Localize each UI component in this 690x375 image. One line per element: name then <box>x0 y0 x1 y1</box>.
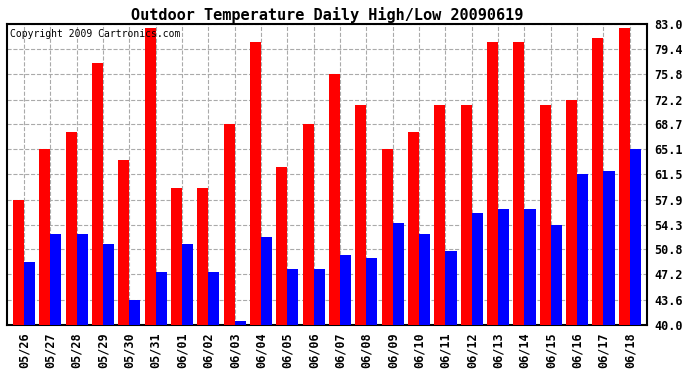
Title: Outdoor Temperature Daily High/Low 20090619: Outdoor Temperature Daily High/Low 20090… <box>130 7 523 23</box>
Bar <box>197 188 208 325</box>
Bar <box>593 38 604 325</box>
Bar <box>119 160 130 325</box>
Bar <box>303 124 314 325</box>
Bar <box>13 200 24 325</box>
Bar <box>393 224 404 325</box>
Text: Copyright 2009 Cartronics.com: Copyright 2009 Cartronics.com <box>10 28 181 39</box>
Bar <box>513 42 524 325</box>
Bar <box>630 149 641 325</box>
Bar <box>24 262 35 325</box>
Bar <box>39 149 50 325</box>
Bar <box>208 272 219 325</box>
Bar <box>408 132 419 325</box>
Bar <box>314 269 325 325</box>
Bar <box>604 171 615 325</box>
Bar <box>130 300 141 325</box>
Bar <box>540 105 551 325</box>
Bar <box>498 209 509 325</box>
Bar <box>50 234 61 325</box>
Bar <box>382 149 393 325</box>
Bar <box>182 244 193 325</box>
Bar <box>250 42 261 325</box>
Bar <box>288 269 299 325</box>
Bar <box>92 63 103 325</box>
Bar <box>524 209 535 325</box>
Bar <box>224 124 235 325</box>
Bar <box>355 105 366 325</box>
Bar <box>145 28 156 325</box>
Bar <box>619 28 630 325</box>
Bar <box>566 100 577 325</box>
Bar <box>66 132 77 325</box>
Bar <box>419 234 430 325</box>
Bar <box>446 251 457 325</box>
Bar <box>472 213 483 325</box>
Bar <box>551 225 562 325</box>
Bar <box>277 168 288 325</box>
Bar <box>461 105 472 325</box>
Bar <box>435 105 446 325</box>
Bar <box>366 258 377 325</box>
Bar <box>103 244 114 325</box>
Bar <box>235 321 246 325</box>
Bar <box>340 255 351 325</box>
Bar <box>156 272 167 325</box>
Bar <box>77 234 88 325</box>
Bar <box>261 237 272 325</box>
Bar <box>577 174 588 325</box>
Bar <box>487 42 498 325</box>
Bar <box>171 188 182 325</box>
Bar <box>329 75 340 325</box>
